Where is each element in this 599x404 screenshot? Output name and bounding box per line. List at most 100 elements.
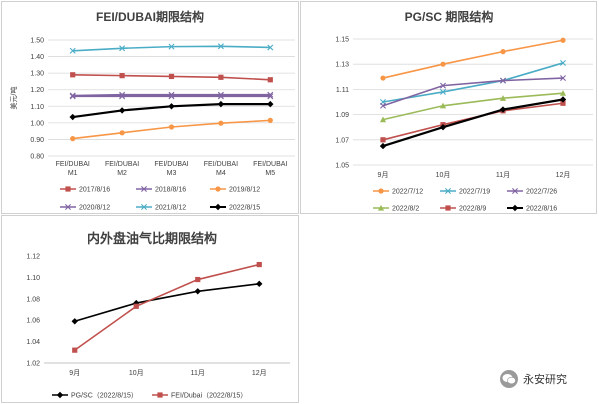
data-point <box>69 92 76 99</box>
legend-marker <box>214 203 222 211</box>
legend-marker <box>445 188 451 194</box>
x-tick-label: FEI/DUBAI <box>56 161 90 168</box>
legend-marker <box>141 186 147 192</box>
data-point <box>69 47 76 54</box>
data-point <box>70 72 76 78</box>
data-point <box>256 261 262 268</box>
chart-panel-pg-sc: PG/SC 期限结构 1.05 1.07 1.09 1.11 1.13 1.15 9月 10月 1… <box>300 1 597 214</box>
y-tick-label: 1.40 <box>30 54 44 61</box>
data-point <box>217 93 224 100</box>
y-tick-label: 1.04 <box>26 339 40 346</box>
series-line <box>382 62 564 103</box>
x-tick-label: 10月 <box>436 171 451 179</box>
x-tick-label: 11月 <box>496 171 510 179</box>
data-point <box>119 93 126 100</box>
legend-label: 2017/8/16 <box>79 187 110 194</box>
watermark-text: 永安研究 <box>523 373 567 386</box>
x-tick-label: 10月 <box>129 369 144 377</box>
legend-marker <box>377 204 385 211</box>
data-point <box>380 137 386 143</box>
x-tick-label: M2 <box>117 170 127 177</box>
chart-title: FEI/DUBAI期限结构 <box>96 9 204 24</box>
data-point <box>267 117 273 123</box>
chart-panel-fei-dubai: FEI/DUBAI期限结构 0.80 0.90 1.00 1.10 1.20 1.30 1.4… <box>1 1 299 214</box>
data-point <box>440 82 446 89</box>
x-tick-label: FEI/DUBAI <box>105 161 139 168</box>
data-point <box>195 276 201 283</box>
data-point <box>559 96 567 103</box>
data-point <box>133 303 139 309</box>
series-line <box>382 92 564 121</box>
data-point <box>72 347 78 353</box>
data-point <box>119 73 125 79</box>
series-line <box>382 77 564 107</box>
data-point <box>133 299 140 307</box>
x-tick-label: FEI/DUBAI <box>154 161 188 168</box>
data-point <box>267 44 274 51</box>
data-point <box>380 75 386 81</box>
data-point <box>70 136 76 142</box>
y-tick-label: 1.07 <box>335 137 349 144</box>
legend-marker <box>56 391 64 399</box>
x-tick-label: 12月 <box>252 369 267 377</box>
legend-label: 2022/7/12 <box>392 189 423 196</box>
oil-gas-ratio-chart: 内外盘油气比期限结构 1.02 1.04 1.06 1.08 1.10 1.12 9月 10月 1… <box>26 231 290 400</box>
y-tick-label: 1.50 <box>30 38 44 45</box>
legend-marker <box>141 204 147 210</box>
legend-marker <box>445 205 451 211</box>
data-point <box>380 102 386 109</box>
data-point <box>559 90 567 96</box>
x-tick-label: FEI/DUBAI <box>204 161 238 168</box>
y-tick-label: 0.80 <box>30 154 44 161</box>
legend-label: 2022/8/16 <box>526 206 557 213</box>
y-tick-label: 1.11 <box>336 87 349 94</box>
legend-label: 2022/7/19 <box>459 189 490 196</box>
series-line <box>74 283 260 323</box>
data-point <box>379 142 387 150</box>
pg-sc-chart: PG/SC 期限结构 1.05 1.07 1.09 1.11 1.13 1.15 9月 10月 1… <box>335 9 593 213</box>
legend-marker <box>511 204 519 212</box>
x-tick-label: FEI/DUBAI <box>253 161 287 168</box>
data-point <box>500 77 506 84</box>
legend-label: 2021/8/12 <box>155 205 186 212</box>
y-axis-label: 美元/吨 <box>9 87 18 110</box>
y-tick-label: 1.05 <box>335 163 349 170</box>
legend-label: PG/SC（2022/8/15） <box>71 392 138 400</box>
data-point <box>439 102 447 109</box>
data-point <box>560 59 566 66</box>
data-point <box>217 100 225 108</box>
data-point <box>267 93 274 100</box>
data-point <box>118 107 126 114</box>
fei-dubai-chart: FEI/DUBAI期限结构 0.80 0.90 1.00 1.10 1.20 1.30 1.4… <box>9 9 295 212</box>
y-tick-label: 0.90 <box>30 137 44 144</box>
x-tick-label: M5 <box>265 170 275 177</box>
x-tick-label: 9月 <box>378 171 389 179</box>
legend-marker <box>512 188 518 194</box>
data-point <box>69 113 76 121</box>
x-tick-label: 11月 <box>191 369 205 377</box>
x-tick-label: M1 <box>68 170 78 177</box>
y-tick-label: 1.12 <box>26 254 40 261</box>
data-point <box>256 280 263 288</box>
y-tick-label: 1.13 <box>335 62 349 69</box>
y-tick-label: 1.10 <box>26 275 40 282</box>
chart-title: 内外盘油气比期限结构 <box>87 231 217 246</box>
data-point <box>168 43 175 50</box>
data-point <box>439 124 447 131</box>
chart-panel-oil-gas-ratio: 内外盘油气比期限结构 1.02 1.04 1.06 1.08 1.10 1.12 9月 10月 1… <box>1 215 299 403</box>
legend-label: 2018/8/16 <box>155 187 186 194</box>
chart-title: PG/SC 期限结构 <box>405 9 494 24</box>
y-tick-label: 1.08 <box>26 296 40 303</box>
data-point <box>440 61 446 67</box>
data-point <box>440 88 446 95</box>
legend-label: 2022/8/9 <box>459 206 486 213</box>
data-point <box>119 130 125 136</box>
data-point <box>499 106 507 113</box>
legend-label: FEI/Dubai（2022/8/15） <box>171 392 247 400</box>
y-tick-label: 1.06 <box>26 318 40 325</box>
data-point <box>194 288 201 295</box>
watermark: 永安研究 <box>500 368 567 390</box>
series-line <box>382 39 564 79</box>
legend-marker <box>157 392 163 398</box>
wechat-icon <box>500 370 518 388</box>
